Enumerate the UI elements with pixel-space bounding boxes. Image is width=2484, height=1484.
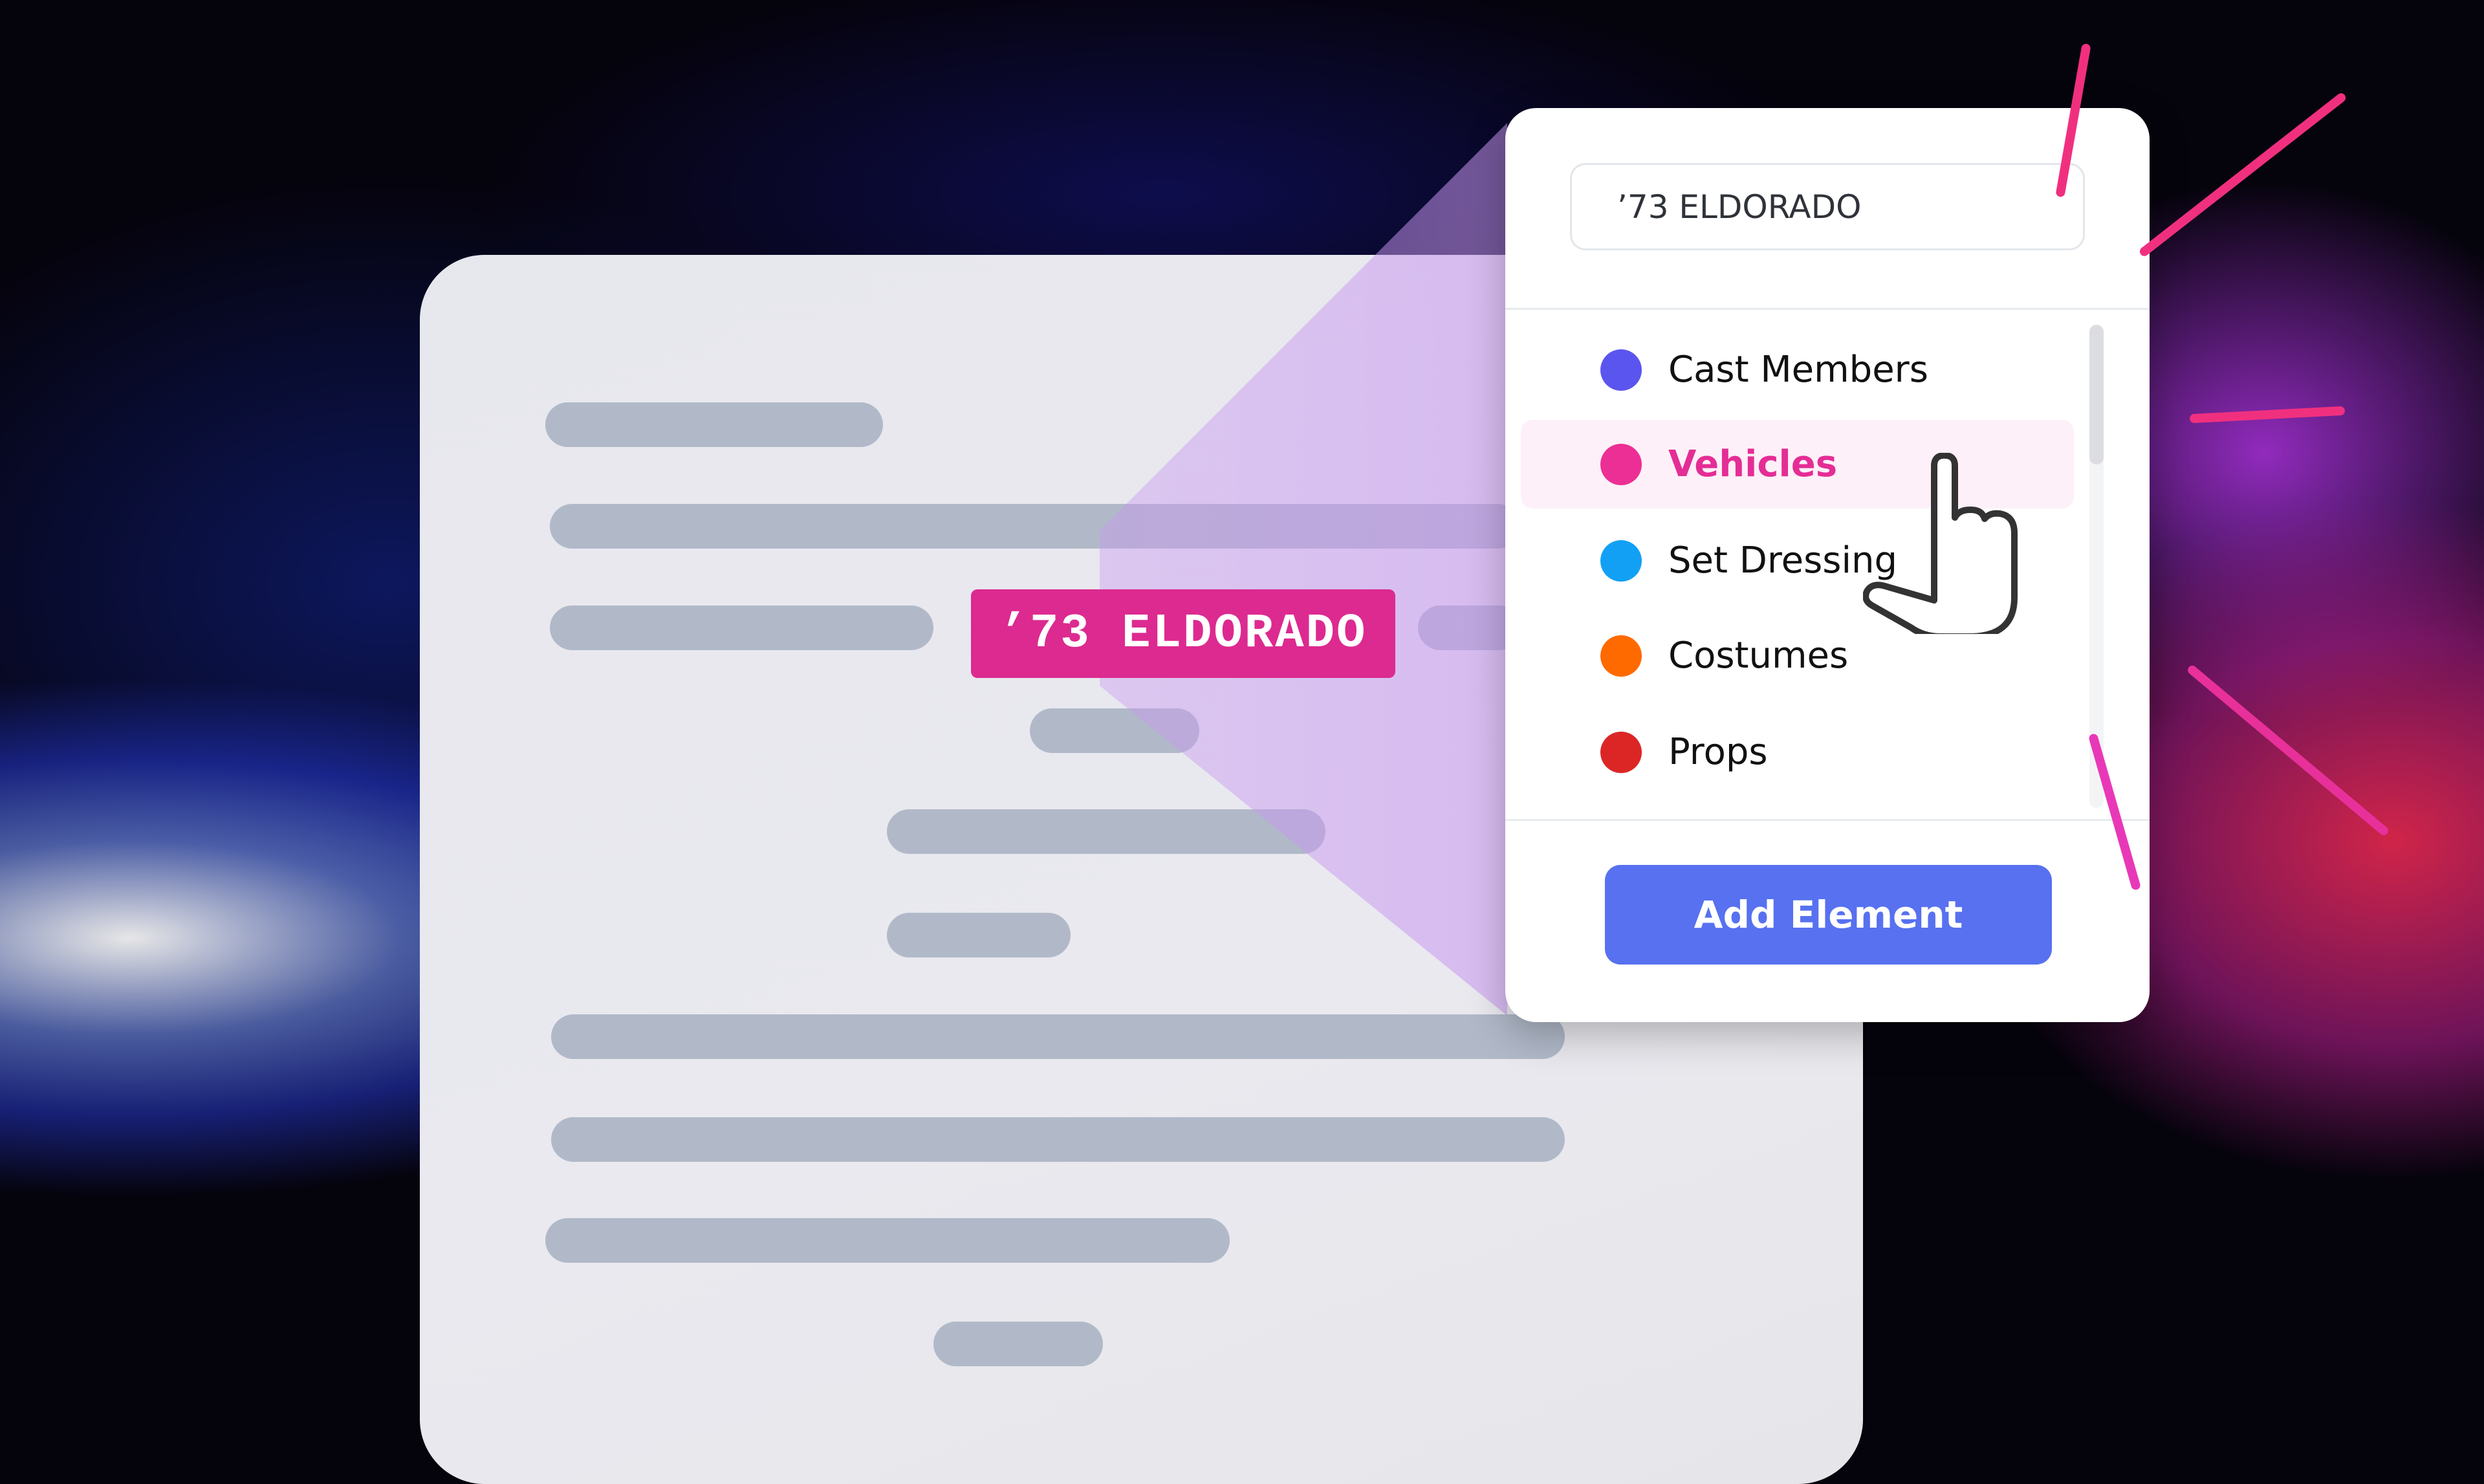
scrollbar[interactable]: [2089, 325, 2104, 808]
text-line: [933, 1322, 1103, 1366]
category-color-dot: [1600, 349, 1642, 391]
divider: [1505, 819, 2150, 821]
highlighted-element-tag[interactable]: ’73 ELDORADO: [971, 589, 1395, 678]
text-line: [551, 1014, 1565, 1059]
text-line: [1030, 708, 1199, 753]
category-label: Vehicles: [1668, 443, 1838, 485]
category-color-dot: [1600, 635, 1642, 677]
category-color-dot: [1600, 540, 1642, 582]
tag-element-panel: ’73 ELDORADO Cast Members Vehicles Set D…: [1505, 108, 2150, 1022]
category-label: Costumes: [1668, 635, 1849, 677]
category-item-vehicles[interactable]: Vehicles: [1521, 420, 2074, 508]
search-input[interactable]: ’73 ELDORADO: [1570, 163, 2085, 250]
hand-pointer-icon: [1863, 453, 2018, 634]
divider: [1505, 308, 2150, 310]
text-line: [550, 504, 1520, 549]
category-color-dot: [1600, 731, 1642, 773]
text-line: [887, 809, 1325, 854]
text-line: [550, 606, 933, 650]
text-line: [545, 1218, 1230, 1263]
category-label: Cast Members: [1668, 349, 1928, 391]
add-element-button[interactable]: Add Element: [1605, 865, 2052, 965]
category-label: Set Dressing: [1668, 540, 1898, 582]
category-item-set-dressing[interactable]: Set Dressing: [1521, 516, 2074, 605]
category-label: Props: [1668, 731, 1768, 773]
category-color-dot: [1600, 443, 1642, 485]
scrollbar-thumb[interactable]: [2089, 325, 2104, 464]
category-item-props[interactable]: Props: [1521, 708, 2074, 796]
category-item-costumes[interactable]: Costumes: [1521, 611, 2074, 700]
text-line: [545, 402, 883, 447]
text-line: [551, 1117, 1565, 1162]
text-line: [887, 913, 1071, 957]
category-item-cast-members[interactable]: Cast Members: [1521, 325, 2074, 414]
